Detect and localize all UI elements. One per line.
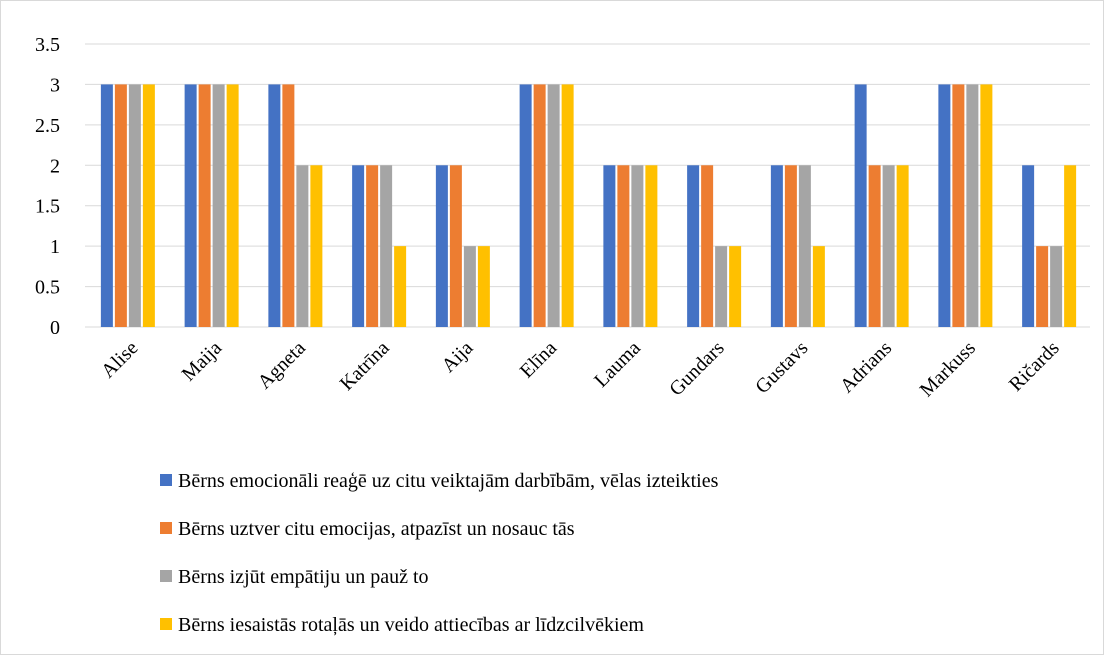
bar [212, 84, 225, 327]
bar [770, 165, 783, 327]
bar [128, 84, 141, 327]
bar [198, 84, 211, 327]
bar [449, 165, 462, 327]
bar [868, 165, 881, 327]
bar [617, 165, 630, 327]
bar [380, 165, 393, 327]
bar [1064, 165, 1077, 327]
bar [296, 165, 309, 327]
y-tick-label: 2.5 [35, 115, 60, 137]
legend-swatch [160, 474, 172, 486]
bar [184, 84, 197, 327]
bar [1022, 165, 1035, 327]
bar [226, 84, 239, 327]
bar [701, 165, 714, 327]
legend-swatch [160, 522, 172, 534]
bar [533, 84, 546, 327]
y-tick-label: 3 [50, 74, 60, 96]
bar [1050, 246, 1063, 327]
bar [310, 165, 323, 327]
bar [854, 84, 867, 327]
y-tick-label: 0 [50, 317, 60, 339]
legend-label: Bērns emocionāli reaģē uz citu veiktajām… [178, 470, 719, 492]
bar [966, 84, 979, 327]
bar [114, 84, 127, 327]
bar [784, 165, 797, 327]
bar [366, 165, 379, 327]
bar [463, 246, 476, 327]
bar [938, 84, 951, 327]
bar [645, 165, 658, 327]
bar [812, 246, 825, 327]
bar [980, 84, 993, 327]
bar [798, 165, 811, 327]
legend-label: Bērns iesaistās rotaļās un veido attiecī… [178, 614, 644, 636]
y-tick-label: 1 [50, 236, 60, 258]
bar [952, 84, 965, 327]
y-tick-label: 3.5 [35, 34, 60, 56]
bar [561, 84, 574, 327]
bar [519, 84, 532, 327]
legend-swatch [160, 570, 172, 582]
bar [715, 246, 728, 327]
y-tick-label: 2 [50, 155, 60, 177]
y-tick-label: 1.5 [35, 196, 60, 218]
bar [547, 84, 560, 327]
bar [282, 84, 295, 327]
legend-label: Bērns izjūt empātiju un pauž to [178, 566, 429, 588]
legend-swatch [160, 618, 172, 630]
legend-label: Bērns uztver citu emocijas, atpazīst un … [178, 518, 575, 540]
bar [687, 165, 700, 327]
bar [268, 84, 281, 327]
bar [896, 165, 909, 327]
bar [394, 246, 407, 327]
bar [100, 84, 113, 327]
bar [435, 165, 448, 327]
bar [729, 246, 742, 327]
bar [631, 165, 644, 327]
bar [477, 246, 490, 327]
bar [142, 84, 155, 327]
bar [352, 165, 365, 327]
bar [603, 165, 616, 327]
bar [882, 165, 895, 327]
y-tick-label: 0.5 [35, 277, 60, 299]
bar [1036, 246, 1049, 327]
